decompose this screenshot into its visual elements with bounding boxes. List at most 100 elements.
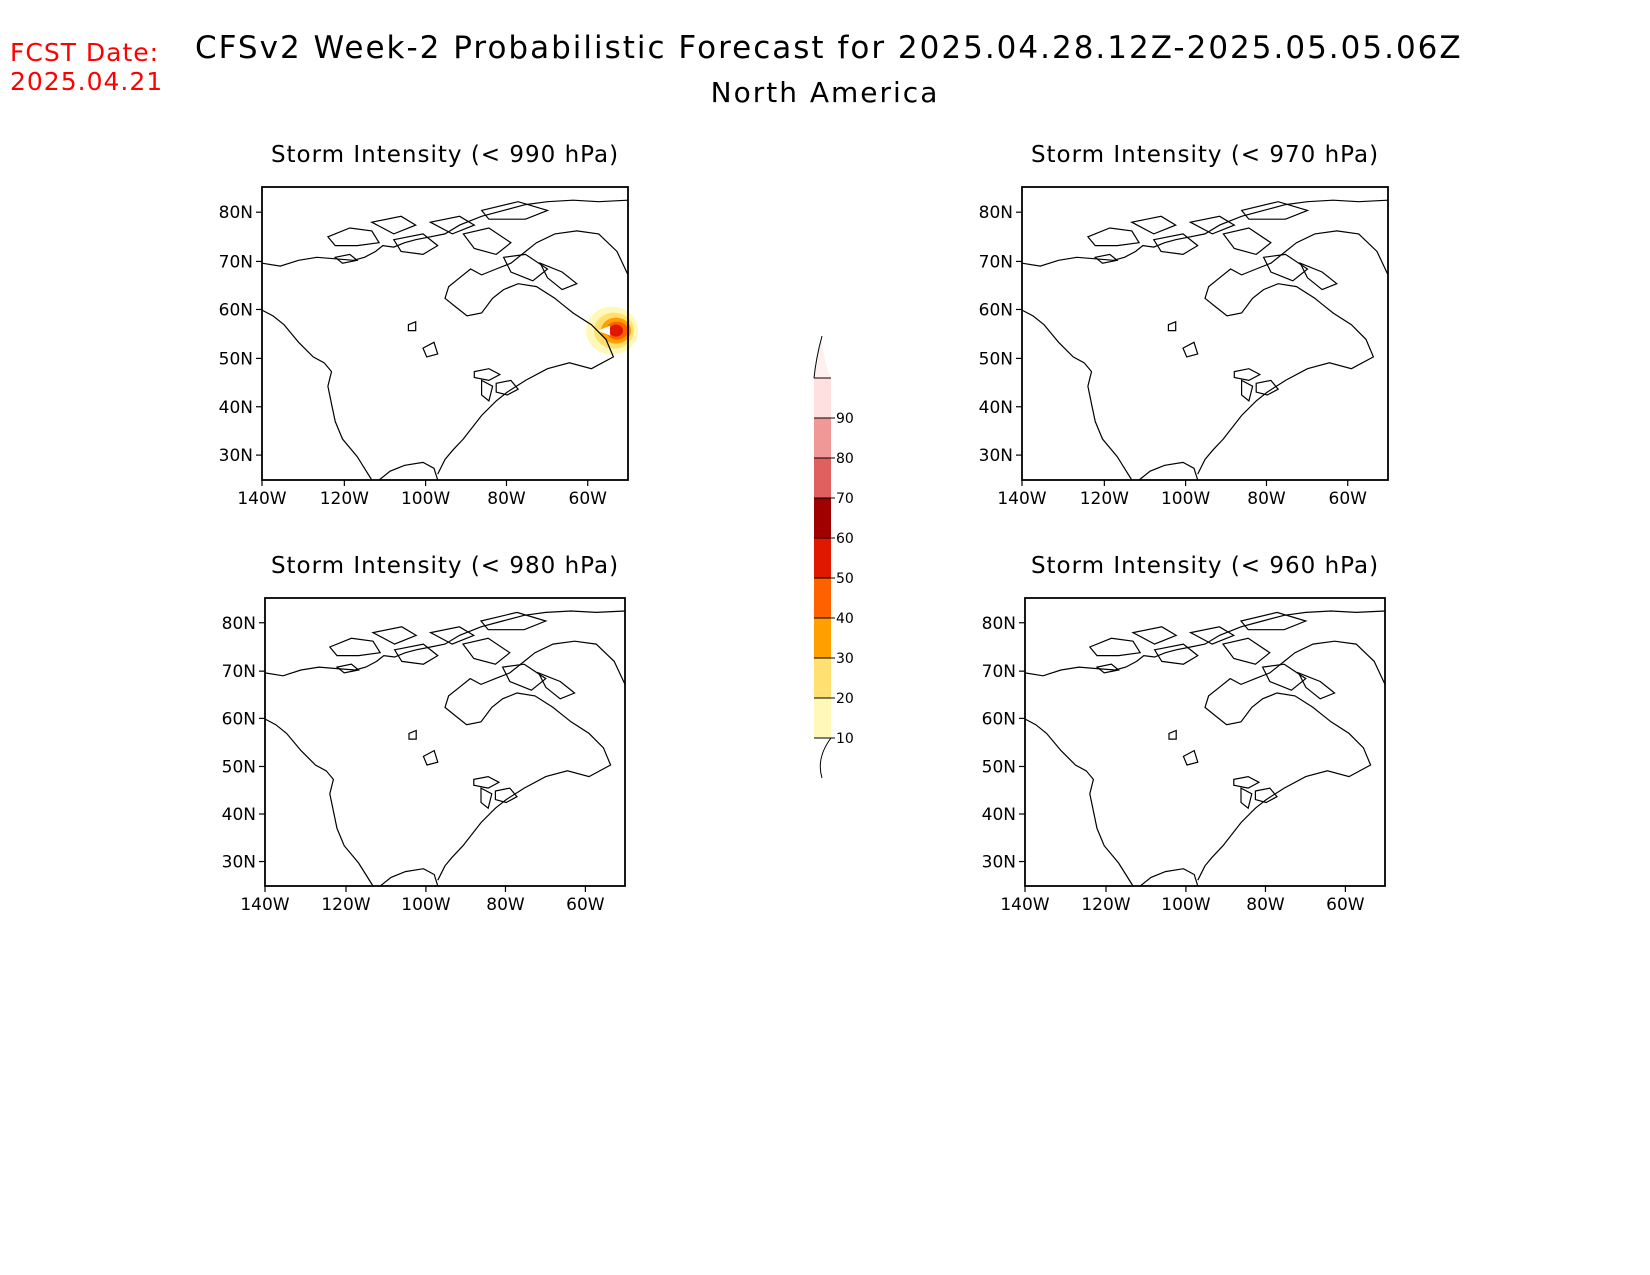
colorbar-swatch-30 xyxy=(814,618,831,658)
panel-title: Storm Intensity (< 990 hPa) xyxy=(271,142,619,168)
island xyxy=(328,637,382,657)
east-coast xyxy=(1197,230,1389,475)
island xyxy=(428,215,476,235)
island xyxy=(501,663,547,691)
island xyxy=(1088,637,1142,657)
lake xyxy=(1182,749,1199,766)
lake xyxy=(1233,368,1262,382)
panel-title: Storm Intensity (< 960 hPa) xyxy=(1031,553,1379,579)
east-coast xyxy=(437,640,626,881)
colorbar: 10 20 30 40 50 60 70 80 90 xyxy=(813,335,854,779)
island xyxy=(370,215,418,235)
gulf-coast xyxy=(378,461,439,481)
lake xyxy=(407,320,417,332)
map-frame xyxy=(1024,597,1386,887)
lake xyxy=(1240,787,1253,810)
island xyxy=(371,626,418,645)
page-title: CFSv2 Week-2 Probabilistic Forecast for … xyxy=(195,30,1463,66)
fcst-label: FCST Date: xyxy=(10,38,160,67)
page-subtitle: North America xyxy=(710,76,940,109)
colorbar-label: 60 xyxy=(836,531,854,547)
lat-label: 50N xyxy=(982,757,1016,777)
lat-label: 60N xyxy=(219,300,253,320)
island xyxy=(461,637,511,665)
island xyxy=(1261,663,1307,691)
island xyxy=(1240,201,1310,220)
island xyxy=(1239,611,1308,631)
lon-label: 80W xyxy=(487,489,526,509)
island xyxy=(428,626,476,645)
island xyxy=(538,262,578,291)
colorbar-label: 30 xyxy=(836,651,854,667)
lat-label: 60N xyxy=(979,300,1013,320)
lon-label: 80W xyxy=(1246,895,1285,915)
lon-label: 100W xyxy=(1161,895,1210,915)
colorbar-bottom-cap xyxy=(814,737,832,779)
colorbar-swatch-40 xyxy=(814,578,831,618)
island xyxy=(1221,637,1271,665)
gulf-coast xyxy=(1138,461,1199,481)
west-coast xyxy=(261,309,373,481)
island xyxy=(1188,626,1236,645)
coastlines xyxy=(1024,610,1386,887)
island xyxy=(1086,227,1141,247)
lat-label: 30N xyxy=(222,853,256,873)
island xyxy=(1130,215,1178,235)
colorbar-swatch-50 xyxy=(814,538,831,578)
lat-label: 40N xyxy=(979,398,1013,418)
lon-label: 60W xyxy=(569,489,608,509)
lat-label: 80N xyxy=(979,203,1013,223)
island xyxy=(393,643,439,665)
island xyxy=(1131,626,1178,645)
coastlines xyxy=(261,199,629,481)
colorbar-label: 50 xyxy=(836,571,854,587)
colorbar-swatch-20 xyxy=(814,658,831,698)
colorbar-top-edge xyxy=(813,335,823,379)
west-coast xyxy=(1024,718,1134,887)
lake xyxy=(422,341,439,358)
lon-label: 60W xyxy=(566,895,605,915)
colorbar-label: 10 xyxy=(836,731,854,747)
lat-label: 80N xyxy=(222,614,256,634)
lake xyxy=(1167,320,1177,332)
colorbar-label: 40 xyxy=(836,611,854,627)
island xyxy=(537,671,576,700)
colorbar-swatch-60 xyxy=(814,498,831,538)
lat-label: 60N xyxy=(982,709,1016,729)
arctic-coast xyxy=(264,610,626,677)
lake xyxy=(1182,341,1199,358)
map-frame xyxy=(261,186,629,481)
island xyxy=(1188,215,1236,235)
map-frame xyxy=(1021,186,1389,481)
east-coast xyxy=(1197,640,1386,881)
lake xyxy=(473,368,502,382)
colorbar-swatch-80 xyxy=(814,418,831,458)
arctic-coast xyxy=(261,199,629,267)
panel-title: Storm Intensity (< 980 hPa) xyxy=(271,553,619,579)
island xyxy=(1093,253,1119,264)
colorbar-label: 20 xyxy=(836,691,854,707)
colorbar-label: 70 xyxy=(836,491,854,507)
lon-label: 140W xyxy=(997,489,1046,509)
lon-label: 120W xyxy=(321,895,370,915)
island xyxy=(1297,671,1336,700)
coastlines xyxy=(264,610,626,887)
fcst-date-label: FCST Date: 2025.04.21 xyxy=(10,38,163,96)
island xyxy=(1095,663,1120,674)
lat-label: 80N xyxy=(219,203,253,223)
lat-label: 70N xyxy=(222,662,256,682)
coastlines xyxy=(1021,199,1389,481)
lake xyxy=(1168,729,1177,740)
lon-label: 140W xyxy=(240,895,289,915)
west-coast xyxy=(264,718,374,887)
gulf-coast xyxy=(379,868,439,887)
lake xyxy=(480,787,493,810)
lon-label: 120W xyxy=(320,489,369,509)
lon-label: 80W xyxy=(486,895,525,915)
lake xyxy=(1233,775,1261,789)
prob-core xyxy=(598,325,611,336)
lake xyxy=(1255,379,1280,396)
lake xyxy=(1241,379,1254,402)
lake xyxy=(408,729,417,740)
lat-label: 80N xyxy=(982,614,1016,634)
